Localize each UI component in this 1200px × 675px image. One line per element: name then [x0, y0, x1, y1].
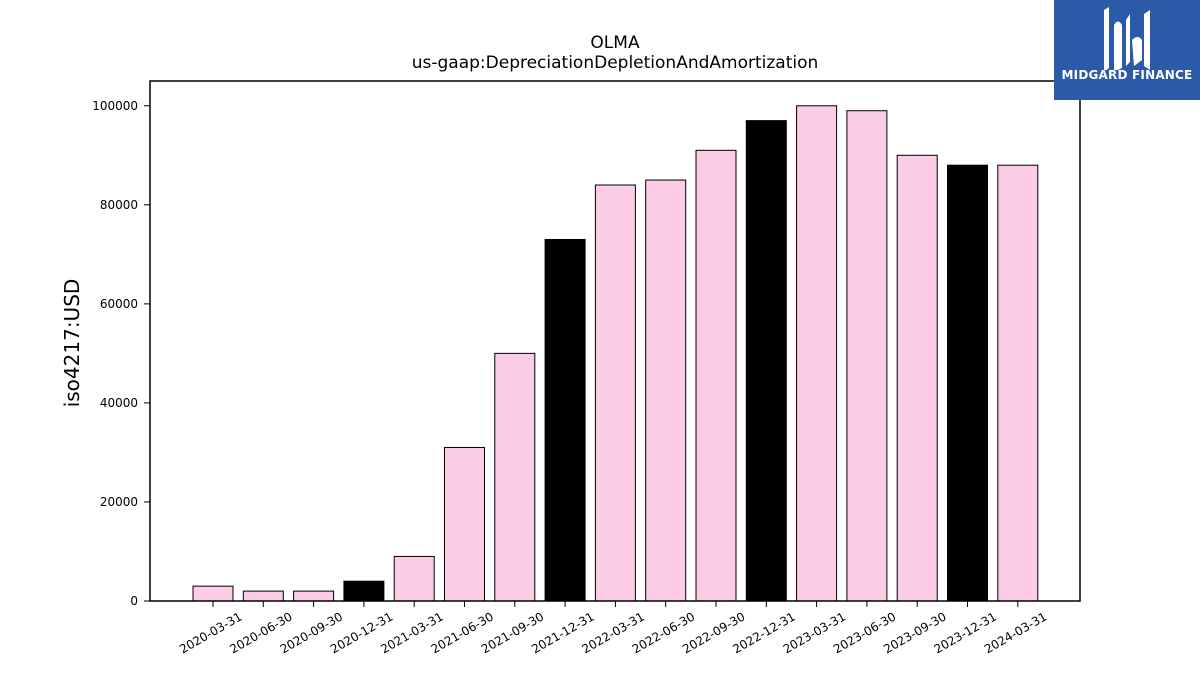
y-tick-label: 20000: [100, 495, 138, 509]
y-tick-label: 60000: [100, 297, 138, 311]
bar-2022-12-31: [745, 120, 787, 602]
bars-group: [192, 105, 1039, 602]
bar-2022-03-31: [594, 184, 636, 602]
y-axis-label: iso4217:USD: [60, 279, 84, 408]
bar-2023-12-31: [947, 164, 988, 602]
bar-2023-09-30: [896, 154, 938, 602]
bar-2020-12-31: [343, 580, 385, 602]
plot-frame: [149, 80, 1081, 602]
midgard-logo-icon: [1104, 7, 1150, 70]
bar-2021-09-30: [494, 352, 536, 602]
bar-2023-03-31: [796, 105, 838, 602]
y-tick-label: 40000: [100, 396, 138, 410]
bar-2020-09-30: [293, 590, 335, 602]
bar-2021-06-30: [444, 446, 485, 602]
y-axis-ticks: 0 20000 40000 60000 80000 100000: [92, 99, 150, 608]
bar-2024-03-31: [997, 164, 1039, 602]
bar-2021-12-31: [544, 238, 586, 602]
midgard-finance-logo: MIDGARD FINANCE: [1054, 0, 1200, 100]
bar-2022-09-30: [695, 149, 737, 602]
bar-2022-06-30: [645, 179, 687, 602]
bar-2020-03-31: [192, 585, 234, 602]
y-tick-label: 0: [130, 594, 138, 608]
chart-subtitle: us-gaap:DepreciationDepletionAndAmortiza…: [412, 53, 819, 73]
bar-2020-06-30: [242, 590, 284, 602]
x-axis-ticks: 2020-03-312020-06-302020-09-302020-12-31…: [177, 601, 1049, 656]
y-tick-label: 80000: [100, 198, 138, 212]
y-tick-label: 100000: [92, 99, 138, 113]
logo-text: MIDGARD FINANCE: [1061, 68, 1193, 82]
bar-2023-06-30: [846, 110, 888, 602]
bar-2021-03-31: [393, 555, 435, 602]
chart-title: OLMA: [590, 33, 640, 53]
